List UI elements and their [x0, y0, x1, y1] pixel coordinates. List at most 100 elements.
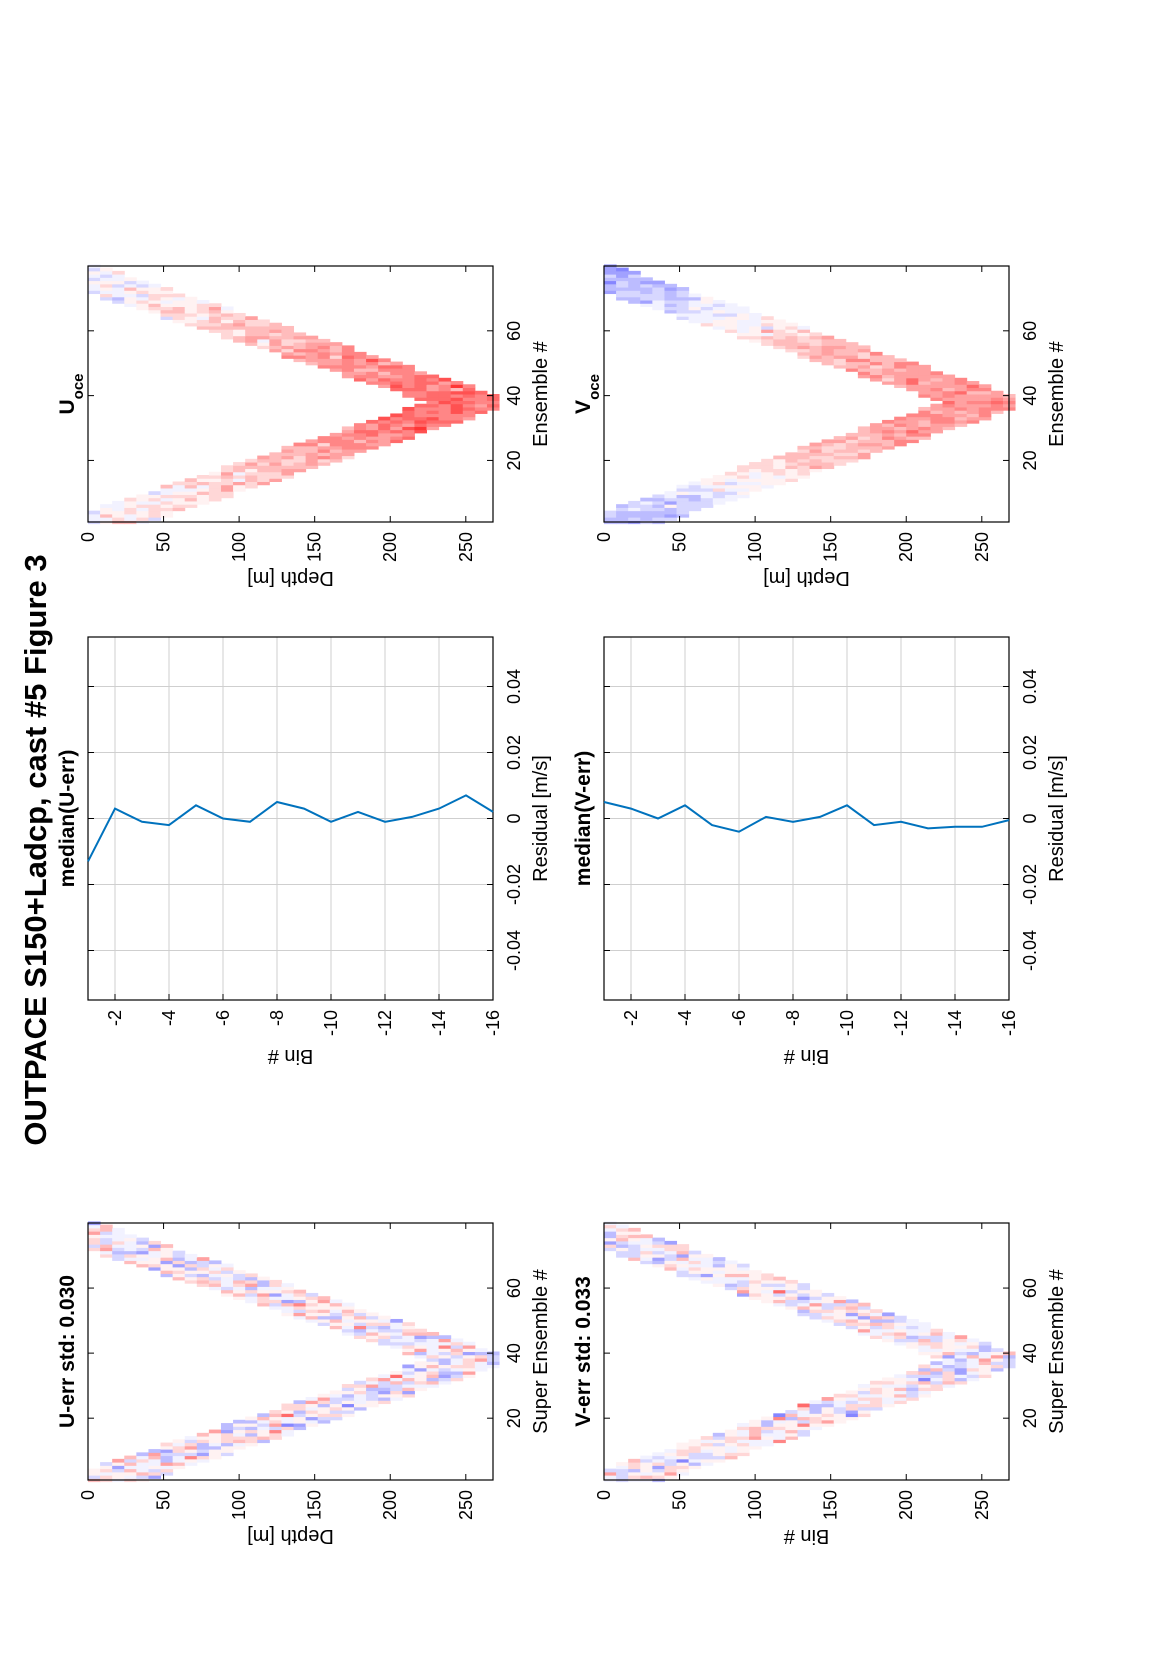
heatmap-cell — [462, 1344, 476, 1349]
heatmap-cell — [906, 419, 919, 424]
heatmap-cell — [196, 1458, 210, 1463]
heatmap-cell — [402, 1384, 415, 1388]
heatmap-cell — [414, 387, 428, 392]
heatmap-cell — [869, 436, 883, 440]
heatmap-cell — [894, 1380, 907, 1385]
heatmap-cell — [426, 416, 440, 421]
heatmap-cell — [172, 309, 186, 314]
y-tick-label: -10 — [321, 1010, 341, 1036]
heatmap-cell — [257, 322, 270, 327]
heatmap-cell — [664, 1266, 678, 1271]
heatmap-cell — [640, 510, 653, 515]
heatmap-cell — [628, 1247, 641, 1252]
heatmap-cell — [281, 1286, 295, 1291]
heatmap-cell — [160, 1244, 174, 1248]
heatmap-cell — [474, 410, 488, 414]
heatmap-cell — [930, 1341, 944, 1346]
heatmap-cell — [293, 468, 307, 473]
heatmap-cell — [773, 455, 786, 460]
colorbar: 0.080.060.040.020-0.02-0.04-0.06-0.08 — [0, 0, 37, 4]
heatmap-cell — [124, 1475, 137, 1479]
y-tick-label: 200 — [380, 1490, 400, 1520]
heatmap-cell — [724, 478, 738, 482]
heatmap-cell — [761, 1419, 774, 1424]
heatmap-cell — [112, 1247, 125, 1252]
heatmap-cell — [378, 1341, 391, 1346]
heatmap-cell — [906, 1331, 919, 1336]
heatmap-cell — [160, 1257, 174, 1261]
heatmap-cell — [761, 471, 774, 476]
heatmap-cell — [990, 1354, 1004, 1359]
heatmap-cell — [136, 1471, 149, 1476]
heatmap-cell — [390, 1335, 403, 1339]
heatmap-cell — [88, 277, 101, 282]
heatmap-cell — [438, 1335, 452, 1339]
heatmap-cell — [821, 455, 835, 460]
heatmap-cell — [160, 510, 174, 515]
x-tick-label: 40 — [504, 1343, 524, 1363]
heatmap-cell — [700, 1439, 714, 1444]
heatmap-cell — [857, 1403, 871, 1408]
heatmap-cell — [184, 1439, 198, 1444]
heatmap-cell — [450, 397, 464, 401]
heatmap-cell — [293, 1400, 307, 1405]
heatmap-cell — [329, 1400, 343, 1405]
heatmap-cell — [664, 1257, 678, 1261]
heatmap-cell — [773, 1279, 786, 1284]
heatmap-cell — [736, 494, 750, 499]
heatmap-cell — [305, 1416, 319, 1421]
heatmap-cell — [402, 436, 415, 440]
heatmap-cell — [329, 449, 343, 453]
heatmap-cell — [100, 290, 113, 295]
heatmap-cell — [773, 465, 786, 470]
heatmap-cell — [664, 1462, 678, 1466]
heatmap-cell — [894, 384, 907, 389]
panel-title: Voce — [572, 374, 603, 414]
heatmap-cell — [160, 306, 174, 311]
heatmap-cell — [773, 1419, 786, 1424]
heatmap-cell — [966, 1377, 980, 1382]
colorbar-tick-label: 0 — [0, 0, 9, 4]
heatmap-cell — [688, 494, 702, 499]
heatmap-cell — [390, 1318, 403, 1323]
heatmap-cell — [712, 491, 726, 495]
heatmap-cell — [833, 445, 847, 450]
line-panel-median-v: -2 -4 -6 -8 -10 -12 -14 -16-0.04-0.0200.020.04m… — [572, 636, 1068, 1067]
heatmap-cell — [124, 1253, 137, 1258]
heatmap-cell — [604, 1237, 617, 1242]
heatmap-cell — [628, 1250, 641, 1255]
heatmap-cell — [676, 312, 690, 317]
heatmap-cell — [845, 1410, 859, 1414]
heatmap-cell — [438, 377, 452, 382]
heatmap-cell — [604, 1471, 617, 1476]
heatmap-cell — [124, 280, 137, 285]
heatmap-cell — [882, 1335, 895, 1339]
heatmap-cell — [640, 1244, 653, 1248]
heatmap-cell — [628, 1471, 641, 1476]
heatmap-cell — [233, 1426, 246, 1431]
heatmap-cell — [712, 1445, 726, 1450]
heatmap-cell — [616, 280, 629, 285]
heatmap-cell — [736, 1263, 750, 1268]
heatmap-cell — [414, 1331, 428, 1336]
colorbar-tick-label: 0 — [0, 0, 9, 4]
heatmap-cell — [845, 355, 859, 359]
heatmap-cell — [196, 1276, 210, 1281]
heatmap-cell — [845, 1312, 859, 1317]
heatmap-cell — [773, 1302, 786, 1307]
heatmap-cell — [688, 1266, 702, 1271]
heatmap-cell — [136, 507, 149, 512]
heatmap-cell — [906, 374, 919, 379]
heatmap-cell — [821, 452, 835, 457]
heatmap-cell — [736, 468, 750, 473]
heatmap-cell — [845, 1325, 859, 1330]
heatmap-cell — [281, 471, 295, 476]
heatmap-cell — [293, 332, 307, 337]
heatmap-cell — [616, 1253, 629, 1258]
heatmap-cell — [942, 416, 956, 421]
heatmap-cell — [208, 1270, 222, 1274]
heatmap-cell — [196, 478, 210, 482]
heatmap-cell — [640, 1465, 653, 1470]
heatmap-cell — [918, 1322, 931, 1326]
heatmap-cell — [676, 1253, 690, 1258]
